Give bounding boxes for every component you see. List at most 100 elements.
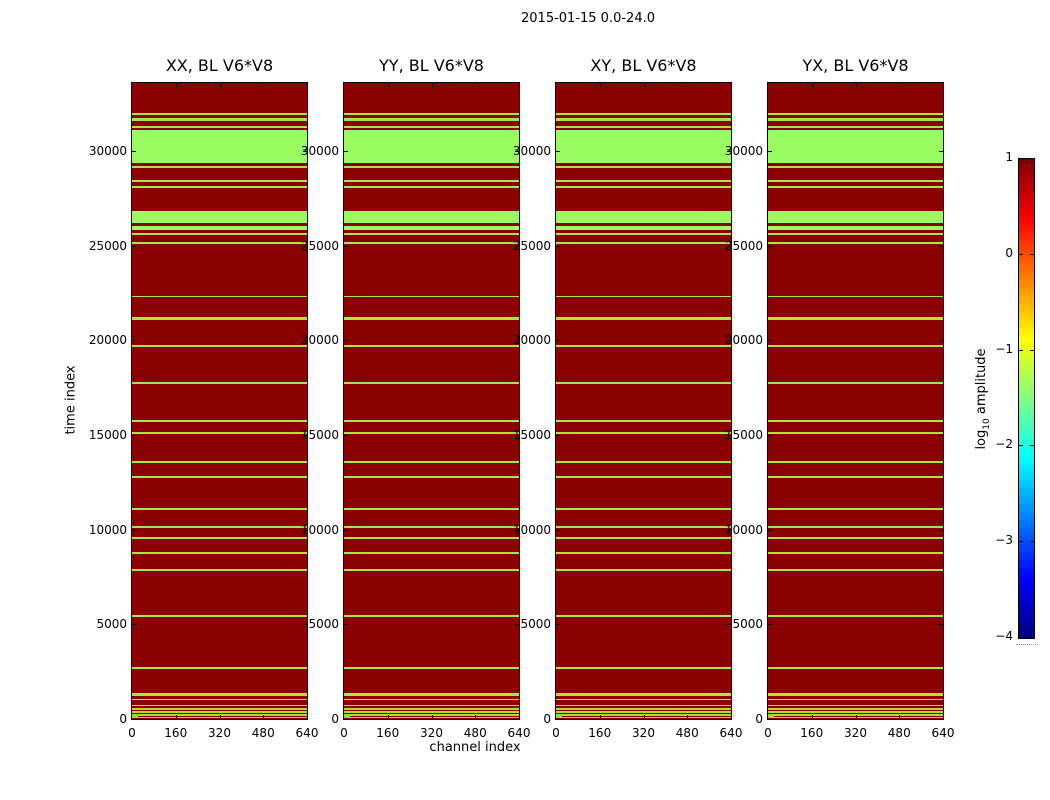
y-tick-mark [344, 624, 348, 626]
y-tick-mark [939, 151, 943, 153]
y-tick-label: 25000 [512, 238, 551, 253]
flagged-stripe [768, 180, 943, 183]
y-tick-mark [727, 151, 731, 153]
y-tick-mark [344, 340, 348, 342]
y-tick-mark [132, 340, 136, 342]
y-tick-label: 30000 [300, 144, 339, 159]
y-tick-label: 15000 [88, 428, 127, 443]
y-tick-mark [303, 340, 307, 342]
x-tick-mark [431, 83, 433, 87]
flagged-stripe [132, 507, 307, 511]
flagged-stripe [768, 476, 943, 479]
flagged-stripe [344, 568, 519, 571]
x-tick-mark [175, 715, 177, 719]
flagged-stripe [132, 432, 307, 435]
y-tick-mark [132, 435, 136, 437]
x-tick-label: 0 [764, 726, 772, 740]
flagged-stripe [344, 295, 519, 298]
flagged-stripe [768, 551, 943, 554]
flagged-stripe [768, 185, 943, 188]
x-tick-mark [643, 715, 645, 719]
colorbar-label-prefix: log [974, 429, 990, 450]
flagged-stripe [556, 614, 731, 617]
y-tick-mark [132, 245, 136, 247]
y-tick-mark [303, 151, 307, 153]
flagged-stripe [556, 112, 731, 115]
flagged-stripe [132, 316, 307, 320]
y-tick-mark [727, 529, 731, 531]
flagged-stripe [556, 382, 731, 385]
y-tick-mark [768, 340, 772, 342]
x-tick-mark [263, 83, 265, 87]
heatmap-panel-xx [131, 82, 308, 720]
flagged-stripe [556, 420, 731, 423]
flagged-stripe [344, 461, 519, 464]
colorbar-tick-mark [1030, 253, 1034, 255]
flagged-stripe [132, 382, 307, 385]
y-tick-mark [344, 435, 348, 437]
flagged-stripe [132, 551, 307, 554]
y-tick-mark [939, 245, 943, 247]
flagged-stripe [556, 242, 731, 245]
flagged-stripe [344, 704, 519, 707]
colorbar-tick-mark [1030, 349, 1034, 351]
flagged-stripe [768, 382, 943, 385]
x-tick-label: 160 [376, 726, 400, 740]
x-tick-label: 640 [931, 726, 955, 740]
colorbar-tick-mark [1019, 445, 1023, 447]
x-tick-mark [855, 83, 857, 87]
flagged-stripe [768, 225, 943, 230]
x-axis-label: channel index [429, 740, 521, 755]
y-tick-mark [515, 340, 519, 342]
flagged-stripe [344, 126, 519, 129]
x-tick-mark [475, 715, 477, 719]
flagged-stripe [132, 614, 307, 617]
y-tick-mark [344, 529, 348, 531]
flagged-stripe [132, 185, 307, 188]
y-tick-mark [727, 435, 731, 437]
y-tick-label: 5000 [732, 617, 763, 632]
y-tick-label: 20000 [512, 333, 551, 348]
y-tick-mark [344, 151, 348, 153]
heatmap-panel-yy [343, 82, 520, 720]
x-tick-mark [899, 715, 901, 719]
y-tick-mark [768, 245, 772, 247]
y-tick-mark [768, 435, 772, 437]
colorbar-label-subscript: 10 [981, 418, 992, 430]
x-tick-mark [687, 715, 689, 719]
flagged-stripe [768, 126, 943, 129]
flagged-stripe [768, 507, 943, 511]
y-tick-label: 25000 [300, 238, 339, 253]
flagged-stripe [344, 693, 519, 696]
flagged-stripe [768, 568, 943, 571]
flagged-stripe [344, 708, 519, 710]
corner-marker [344, 714, 350, 718]
flagged-stripe [132, 210, 307, 223]
y-tick-label: 20000 [724, 333, 763, 348]
x-tick-mark [219, 83, 221, 87]
flagged-stripe [344, 129, 519, 163]
subplot-title-xy: XY, BL V6*V8 [590, 56, 697, 75]
x-tick-label: 160 [800, 726, 824, 740]
flagged-stripe [132, 225, 307, 230]
x-tick-mark [899, 83, 901, 87]
y-tick-mark [768, 529, 772, 531]
flagged-stripe [132, 180, 307, 183]
colorbar-top-hatch [1020, 159, 1033, 164]
colorbar-tick-mark [1019, 349, 1023, 351]
y-tick-mark [939, 529, 943, 531]
flagged-stripe [556, 461, 731, 464]
y-tick-mark [515, 529, 519, 531]
subplot-title-yx: YX, BL V6*V8 [802, 56, 909, 75]
flagged-stripe [132, 126, 307, 129]
flagged-stripe [556, 704, 731, 707]
y-tick-mark [768, 151, 772, 153]
x-tick-mark [811, 715, 813, 719]
colorbar-tick-mark [1030, 541, 1034, 543]
flagged-stripe [132, 112, 307, 115]
flagged-stripe [132, 708, 307, 710]
colorbar-bottom-hatch [1020, 633, 1033, 638]
corner-marker [768, 714, 774, 718]
y-tick-mark [515, 245, 519, 247]
y-tick-label: 15000 [724, 428, 763, 443]
